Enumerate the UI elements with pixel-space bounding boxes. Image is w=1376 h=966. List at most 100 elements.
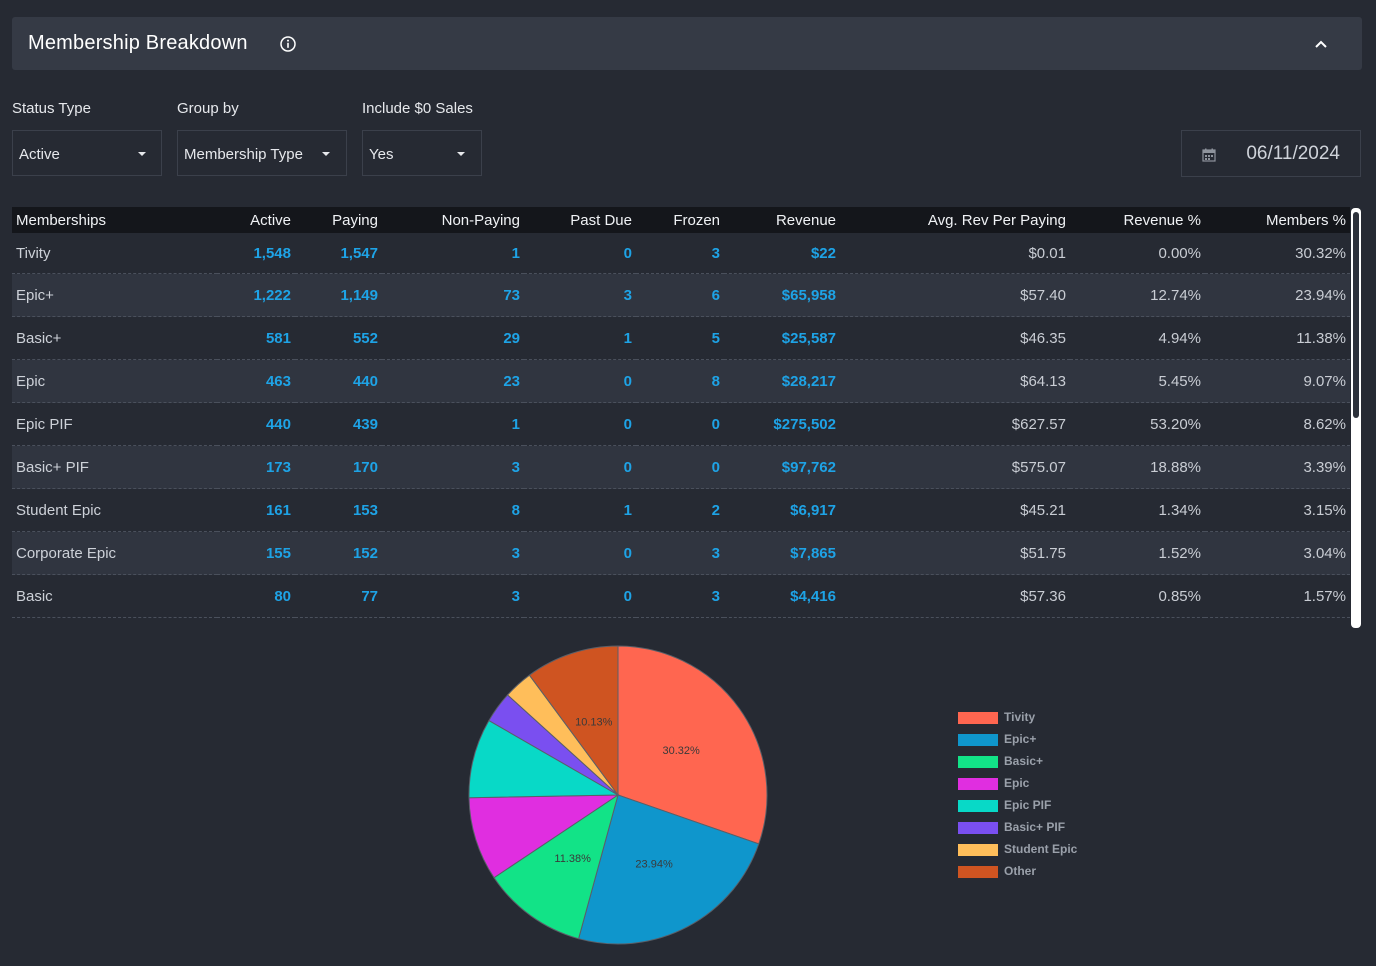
metric-link-cell[interactable]: 77 (295, 574, 382, 618)
caret-down-icon (457, 152, 465, 156)
metric-link-cell[interactable]: 439 (295, 402, 382, 446)
table-scrollbar[interactable] (1351, 208, 1361, 628)
pie-slice-epic-[interactable] (577, 794, 760, 945)
metric-link-cell[interactable]: 463 (217, 359, 295, 403)
metric-link-cell[interactable]: $7,865 (724, 531, 840, 575)
column-header[interactable]: Members % (1205, 207, 1350, 233)
metric-link-cell[interactable]: 161 (217, 488, 295, 532)
table-row: Epic PIF 440 439 1 0 0 $275,502 $627.57 53.20% 8.… (12, 402, 1350, 446)
metric-link-cell[interactable]: 0 (524, 445, 636, 489)
table-header-row: Memberships Active Paying Non-Paying Past Du… (12, 207, 1350, 233)
metric-link-cell[interactable]: 155 (217, 531, 295, 575)
metric-link-cell[interactable]: 0 (636, 402, 724, 446)
include-zero-sales-select[interactable]: Yes (362, 130, 482, 176)
metric-link-cell[interactable]: $65,958 (724, 273, 840, 317)
status-type-select[interactable]: Active (12, 130, 162, 176)
column-header[interactable]: Revenue (724, 207, 840, 233)
metric-link-cell[interactable]: 5 (636, 316, 724, 360)
metric-cell: 3.39% (1205, 445, 1350, 489)
membership-name-cell: Basic+ PIF (12, 445, 217, 489)
metric-cell: 5.45% (1070, 359, 1205, 403)
metric-link-cell[interactable]: 3 (382, 574, 524, 618)
pie-slice-epic[interactable] (468, 794, 620, 879)
metric-link-cell[interactable]: $25,587 (724, 316, 840, 360)
legend-label: Tivity (1004, 710, 1036, 724)
metric-cell: 3.15% (1205, 488, 1350, 532)
metric-link-cell[interactable]: 170 (295, 445, 382, 489)
column-header[interactable]: Revenue % (1070, 207, 1205, 233)
metric-link-cell[interactable]: $97,762 (724, 445, 840, 489)
metric-cell: $0.01 (840, 233, 1070, 274)
legend-swatch (958, 734, 998, 746)
metric-link-cell[interactable]: 3 (382, 531, 524, 575)
metric-link-cell[interactable]: 0 (636, 445, 724, 489)
membership-name-cell: Corporate Epic (12, 531, 217, 575)
legend-swatch (958, 822, 998, 834)
metric-link-cell[interactable]: 152 (295, 531, 382, 575)
column-header[interactable]: Memberships (12, 207, 217, 233)
pie-data-label: 11.38% (554, 853, 591, 865)
metric-link-cell[interactable]: 3 (636, 574, 724, 618)
metric-link-cell[interactable]: 6 (636, 273, 724, 317)
metric-link-cell[interactable]: 1 (524, 316, 636, 360)
metric-link-cell[interactable]: 173 (217, 445, 295, 489)
metric-link-cell[interactable]: 0 (524, 233, 636, 274)
metric-link-cell[interactable]: $28,217 (724, 359, 840, 403)
membership-pie-chart: 30.32% 23.94% 11.38% 10.13% (468, 645, 768, 945)
metric-link-cell[interactable]: 1 (382, 233, 524, 274)
metric-link-cell[interactable]: 0 (524, 402, 636, 446)
column-header[interactable]: Past Due (524, 207, 636, 233)
metric-link-cell[interactable]: 2 (636, 488, 724, 532)
column-header[interactable]: Active (217, 207, 295, 233)
metric-link-cell[interactable]: 23 (382, 359, 524, 403)
metric-link-cell[interactable]: 80 (217, 574, 295, 618)
metric-link-cell[interactable]: $22 (724, 233, 840, 274)
metric-link-cell[interactable]: 3 (382, 445, 524, 489)
date-picker[interactable]: 06/11/2024 (1181, 130, 1361, 177)
metric-link-cell[interactable]: 1,149 (295, 273, 382, 317)
metric-link-cell[interactable]: $6,917 (724, 488, 840, 532)
metric-link-cell[interactable]: 1,547 (295, 233, 382, 274)
membership-table: Memberships Active Paying Non-Paying Past Du… (12, 207, 1350, 627)
metric-link-cell[interactable]: $275,502 (724, 402, 840, 446)
pie-slice-tivity[interactable] (617, 645, 768, 845)
metric-link-cell[interactable]: 3 (636, 531, 724, 575)
group-by-select[interactable]: Membership Type (177, 130, 347, 176)
legend-label: Student Epic (1004, 842, 1078, 856)
metric-link-cell[interactable]: 0 (524, 359, 636, 403)
info-icon[interactable] (280, 36, 296, 52)
column-header[interactable]: Frozen (636, 207, 724, 233)
metric-link-cell[interactable]: 0 (524, 531, 636, 575)
metric-cell: 23.94% (1205, 273, 1350, 317)
metric-link-cell[interactable]: 3 (636, 233, 724, 274)
metric-cell: 8.62% (1205, 402, 1350, 446)
metric-link-cell[interactable]: 8 (382, 488, 524, 532)
legend-label: Epic (1004, 776, 1030, 790)
metric-link-cell[interactable]: 1,222 (217, 273, 295, 317)
metric-cell: 53.20% (1070, 402, 1205, 446)
metric-link-cell[interactable]: 581 (217, 316, 295, 360)
column-header[interactable]: Paying (295, 207, 382, 233)
scrollbar-thumb[interactable] (1353, 212, 1359, 418)
metric-link-cell[interactable]: 8 (636, 359, 724, 403)
metric-cell: 4.94% (1070, 316, 1205, 360)
metric-link-cell[interactable]: 0 (524, 574, 636, 618)
metric-link-cell[interactable]: 1 (524, 488, 636, 532)
pie-slice-basic-[interactable] (493, 793, 619, 940)
metric-link-cell[interactable]: 1 (382, 402, 524, 446)
column-header[interactable]: Avg. Rev Per Paying (840, 207, 1070, 233)
chevron-up-icon[interactable] (1314, 37, 1328, 51)
metric-link-cell[interactable]: 153 (295, 488, 382, 532)
metric-link-cell[interactable]: 440 (295, 359, 382, 403)
legend-swatch (958, 800, 998, 812)
pie-slice-other[interactable] (528, 645, 619, 797)
metric-link-cell[interactable]: 73 (382, 273, 524, 317)
metric-link-cell[interactable]: 1,548 (217, 233, 295, 274)
column-header[interactable]: Non-Paying (382, 207, 524, 233)
metric-link-cell[interactable]: 440 (217, 402, 295, 446)
metric-link-cell[interactable]: 3 (524, 273, 636, 317)
metric-link-cell[interactable]: 29 (382, 316, 524, 360)
table-row: Basic+ 581 552 29 1 5 $25,587 $46.35 4.94% 11.38% (12, 316, 1350, 360)
metric-link-cell[interactable]: 552 (295, 316, 382, 360)
metric-link-cell[interactable]: $4,416 (724, 574, 840, 618)
